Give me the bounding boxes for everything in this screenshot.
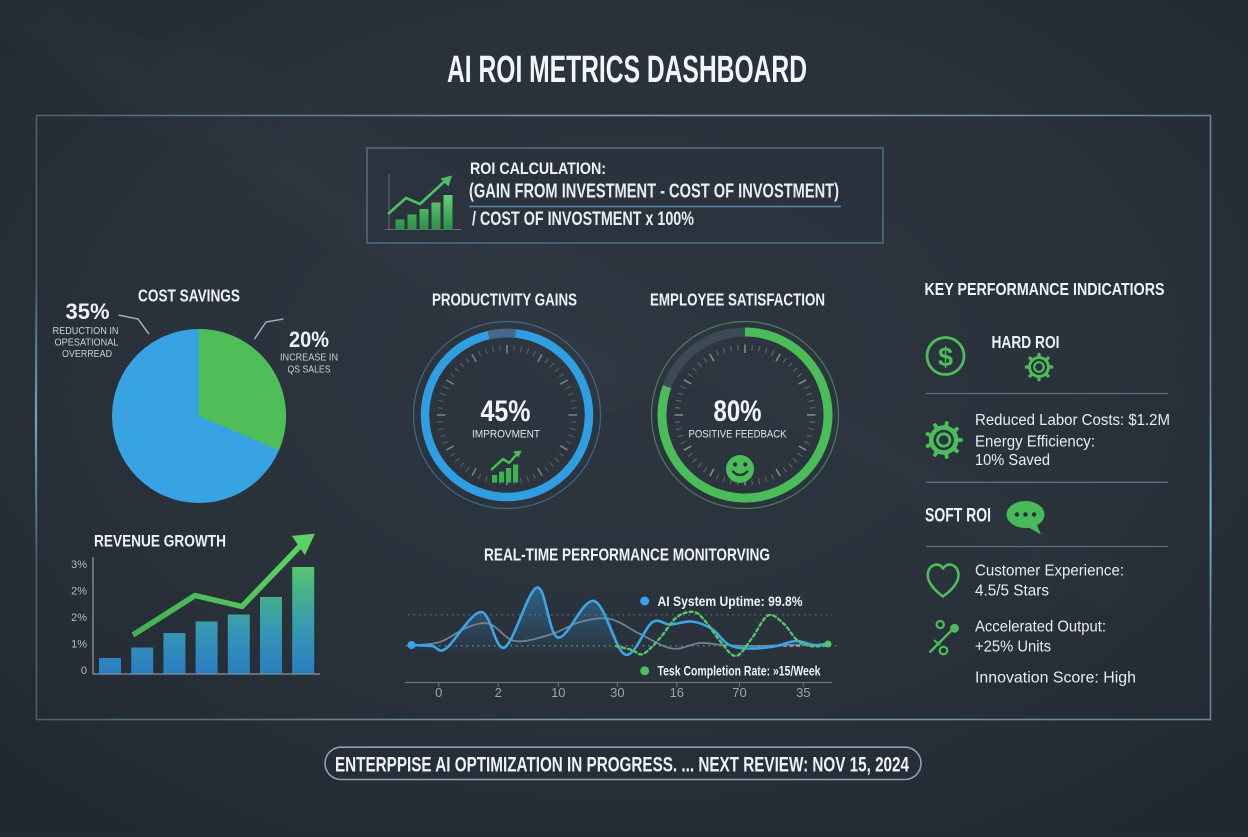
svg-text:/ COST OF INVOSTMENT x 100%: / COST OF INVOSTMENT x 100% bbox=[472, 209, 694, 230]
svg-text:ENTERPPISE AI OPTIMIZATION IN: ENTERPPISE AI OPTIMIZATION IN PROGRESS. … bbox=[335, 753, 909, 776]
svg-text:10: 10 bbox=[551, 685, 565, 700]
svg-text:35: 35 bbox=[796, 685, 810, 700]
svg-text:(GAIN FROM INVESTMENT - COST O: (GAIN FROM INVESTMENT - COST OF INVOSTME… bbox=[469, 181, 839, 203]
svg-text:PRODUCTIVITY GAINS: PRODUCTIVITY GAINS bbox=[432, 290, 577, 310]
svg-text:IMPROVMENT: IMPROVMENT bbox=[472, 429, 540, 441]
svg-text:ROI CALCULATION:: ROI CALCULATION: bbox=[470, 159, 606, 178]
svg-text:Accelerated Output:: Accelerated Output: bbox=[975, 619, 1106, 636]
svg-text:REDUCTION IN: REDUCTION IN bbox=[53, 326, 119, 337]
svg-text:QS SALES: QS SALES bbox=[288, 365, 331, 376]
svg-text:COST SAVINGS: COST SAVINGS bbox=[138, 286, 240, 306]
svg-text:OVERREAD: OVERREAD bbox=[62, 349, 112, 360]
svg-text:Tesk Completion Rate: »15/Week: Tesk Completion Rate: »15/Week bbox=[658, 664, 821, 679]
svg-text:SOFT ROI: SOFT ROI bbox=[925, 506, 991, 527]
svg-text:2: 2 bbox=[495, 685, 502, 700]
svg-text:2%: 2% bbox=[71, 612, 87, 624]
svg-text:1%: 1% bbox=[71, 639, 87, 651]
svg-text:HARD ROI: HARD ROI bbox=[992, 332, 1060, 352]
svg-text:0: 0 bbox=[435, 685, 442, 700]
svg-text:45%: 45% bbox=[481, 395, 531, 428]
svg-text:Innovation Score: High: Innovation Score: High bbox=[975, 670, 1136, 687]
svg-text:16: 16 bbox=[670, 685, 684, 700]
svg-text:Customer Experience:: Customer Experience: bbox=[975, 563, 1124, 580]
svg-text:35%: 35% bbox=[66, 299, 110, 324]
svg-text:Reduced Labor Costs: $1.2M: Reduced Labor Costs: $1.2M bbox=[975, 412, 1170, 429]
svg-text:2%: 2% bbox=[71, 586, 87, 598]
svg-text:INCREASE IN: INCREASE IN bbox=[280, 353, 338, 364]
svg-text:10% Saved: 10% Saved bbox=[975, 452, 1050, 469]
svg-text:4.5/5 Stars: 4.5/5 Stars bbox=[975, 583, 1049, 600]
svg-text:3%: 3% bbox=[71, 559, 87, 571]
svg-text:30: 30 bbox=[610, 685, 624, 700]
svg-text:0: 0 bbox=[81, 665, 87, 677]
svg-text:REAL-TIME PERFORMANCE MONITORV: REAL-TIME PERFORMANCE MONITORVING bbox=[484, 545, 770, 565]
svg-text:20%: 20% bbox=[289, 327, 329, 352]
svg-text:80%: 80% bbox=[714, 395, 762, 428]
svg-text:$: $ bbox=[938, 342, 953, 372]
svg-text:Energy Efficiency:: Energy Efficiency: bbox=[975, 434, 1095, 451]
svg-text:AI ROI METRICS DASHBOARD: AI ROI METRICS DASHBOARD bbox=[447, 49, 807, 91]
svg-text:REVENUE GROWTH: REVENUE GROWTH bbox=[94, 532, 226, 551]
svg-text:EMPLOYEE SATISFACTION: EMPLOYEE SATISFACTION bbox=[650, 290, 825, 310]
svg-text:+25% Units: +25% Units bbox=[975, 639, 1051, 656]
svg-text:POSITIVE FEEDBACK: POSITIVE FEEDBACK bbox=[689, 429, 788, 441]
svg-text:70: 70 bbox=[732, 685, 746, 700]
svg-text:KEY PERFORMANCE INDICATIORS: KEY PERFORMANCE INDICATIORS bbox=[925, 279, 1165, 299]
svg-text:AI System Uptime: 99.8%: AI System Uptime: 99.8% bbox=[658, 594, 803, 609]
svg-text:OPESATIONAL: OPESATIONAL bbox=[55, 338, 119, 349]
